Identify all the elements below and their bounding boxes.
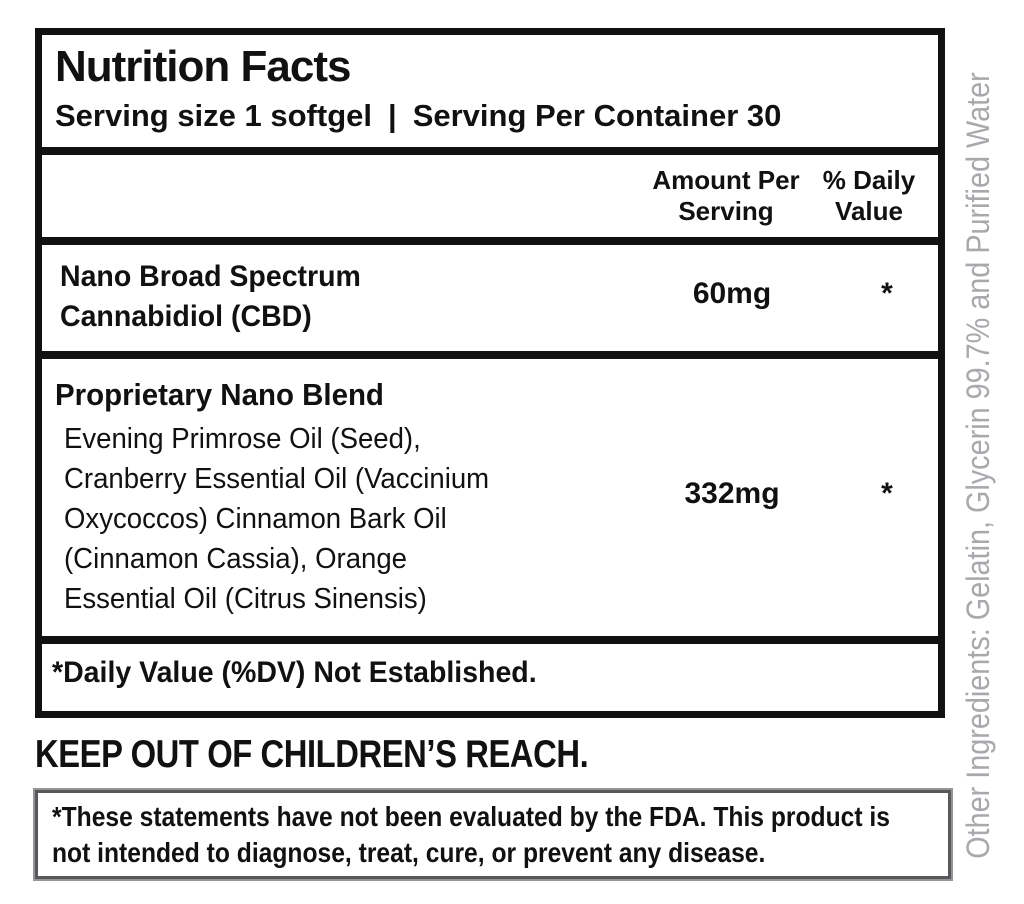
serving-info-line: Serving size 1 softgel | Serving Per Conta… [42, 93, 938, 139]
amount-value: 60mg [692, 277, 772, 310]
blend-description: Evening Primrose Oil (Seed), Cranberry E… [42, 419, 938, 619]
other-ingredients-side-text: Other Ingredients: Gelatin, Glycerin 99.… [960, 72, 996, 859]
blend-desc-line5: Essential Oil (Citrus Sinensis) [64, 583, 427, 615]
daily-value-asterisk: * [881, 477, 893, 510]
daily-value-asterisk: * [881, 277, 893, 310]
dv-header-line1: % Daily [822, 165, 916, 195]
serving-separator: | [388, 98, 397, 133]
blend-name-text: Proprietary Nano Blend [55, 377, 384, 412]
panel-header: Nutrition Facts Serving size 1 softgel | S… [42, 35, 938, 155]
column-header-row: Amount Per Serving % Daily Value [42, 155, 938, 245]
keep-out-warning: KEEP OUT OF CHILDREN’S REACH. [35, 733, 589, 776]
daily-value-header: % Daily Value [809, 165, 929, 227]
panel-title: Nutrition Facts [55, 42, 351, 91]
nutrient-row-blend: Proprietary Nano Blend Evening Primrose … [42, 359, 938, 644]
daily-value-footnote: *Daily Value (%DV) Not Established. [42, 644, 938, 690]
nutrient-name: Nano Broad Spectrum Cannabidiol (CBD) [42, 245, 938, 337]
footnote-text: *Daily Value (%DV) Not Established. [52, 656, 537, 689]
amount-header-line2: Serving [678, 196, 774, 226]
blend-desc-line4: (Cinnamon Cassia), Orange [64, 543, 407, 575]
fda-disclaimer-box: *These statements have not been evaluate… [35, 790, 951, 879]
servings-per-container: Serving Per Container 30 [412, 98, 782, 133]
amount-header-line1: Amount Per [652, 165, 800, 195]
serving-size: Serving size 1 softgel [55, 98, 372, 133]
nutrition-facts-panel: Nutrition Facts Serving size 1 softgel | S… [35, 28, 945, 718]
disclaimer-line1: *These statements have not been evaluate… [52, 801, 890, 832]
blend-desc-line2: Cranberry Essential Oil (Vaccinium [64, 463, 490, 495]
nutrient-name-line1: Nano Broad Spectrum [60, 260, 361, 293]
blend-desc-line1: Evening Primrose Oil (Seed), [64, 423, 421, 455]
nutrient-name-line2: Cannabidiol (CBD) [60, 300, 312, 333]
amount-per-serving-header: Amount Per Serving [646, 165, 806, 227]
blend-desc-line3: Oxycoccos) Cinnamon Bark Oil [64, 503, 447, 535]
footnote-row: *Daily Value (%DV) Not Established. [42, 644, 938, 711]
amount-value: 332mg [684, 477, 780, 510]
disclaimer-line2: not intended to diagnose, treat, cure, o… [52, 837, 766, 868]
dv-header-line2: Value [835, 196, 903, 226]
nutrient-row-cbd: Nano Broad Spectrum Cannabidiol (CBD) 60… [42, 245, 938, 359]
blend-name: Proprietary Nano Blend [42, 359, 938, 419]
